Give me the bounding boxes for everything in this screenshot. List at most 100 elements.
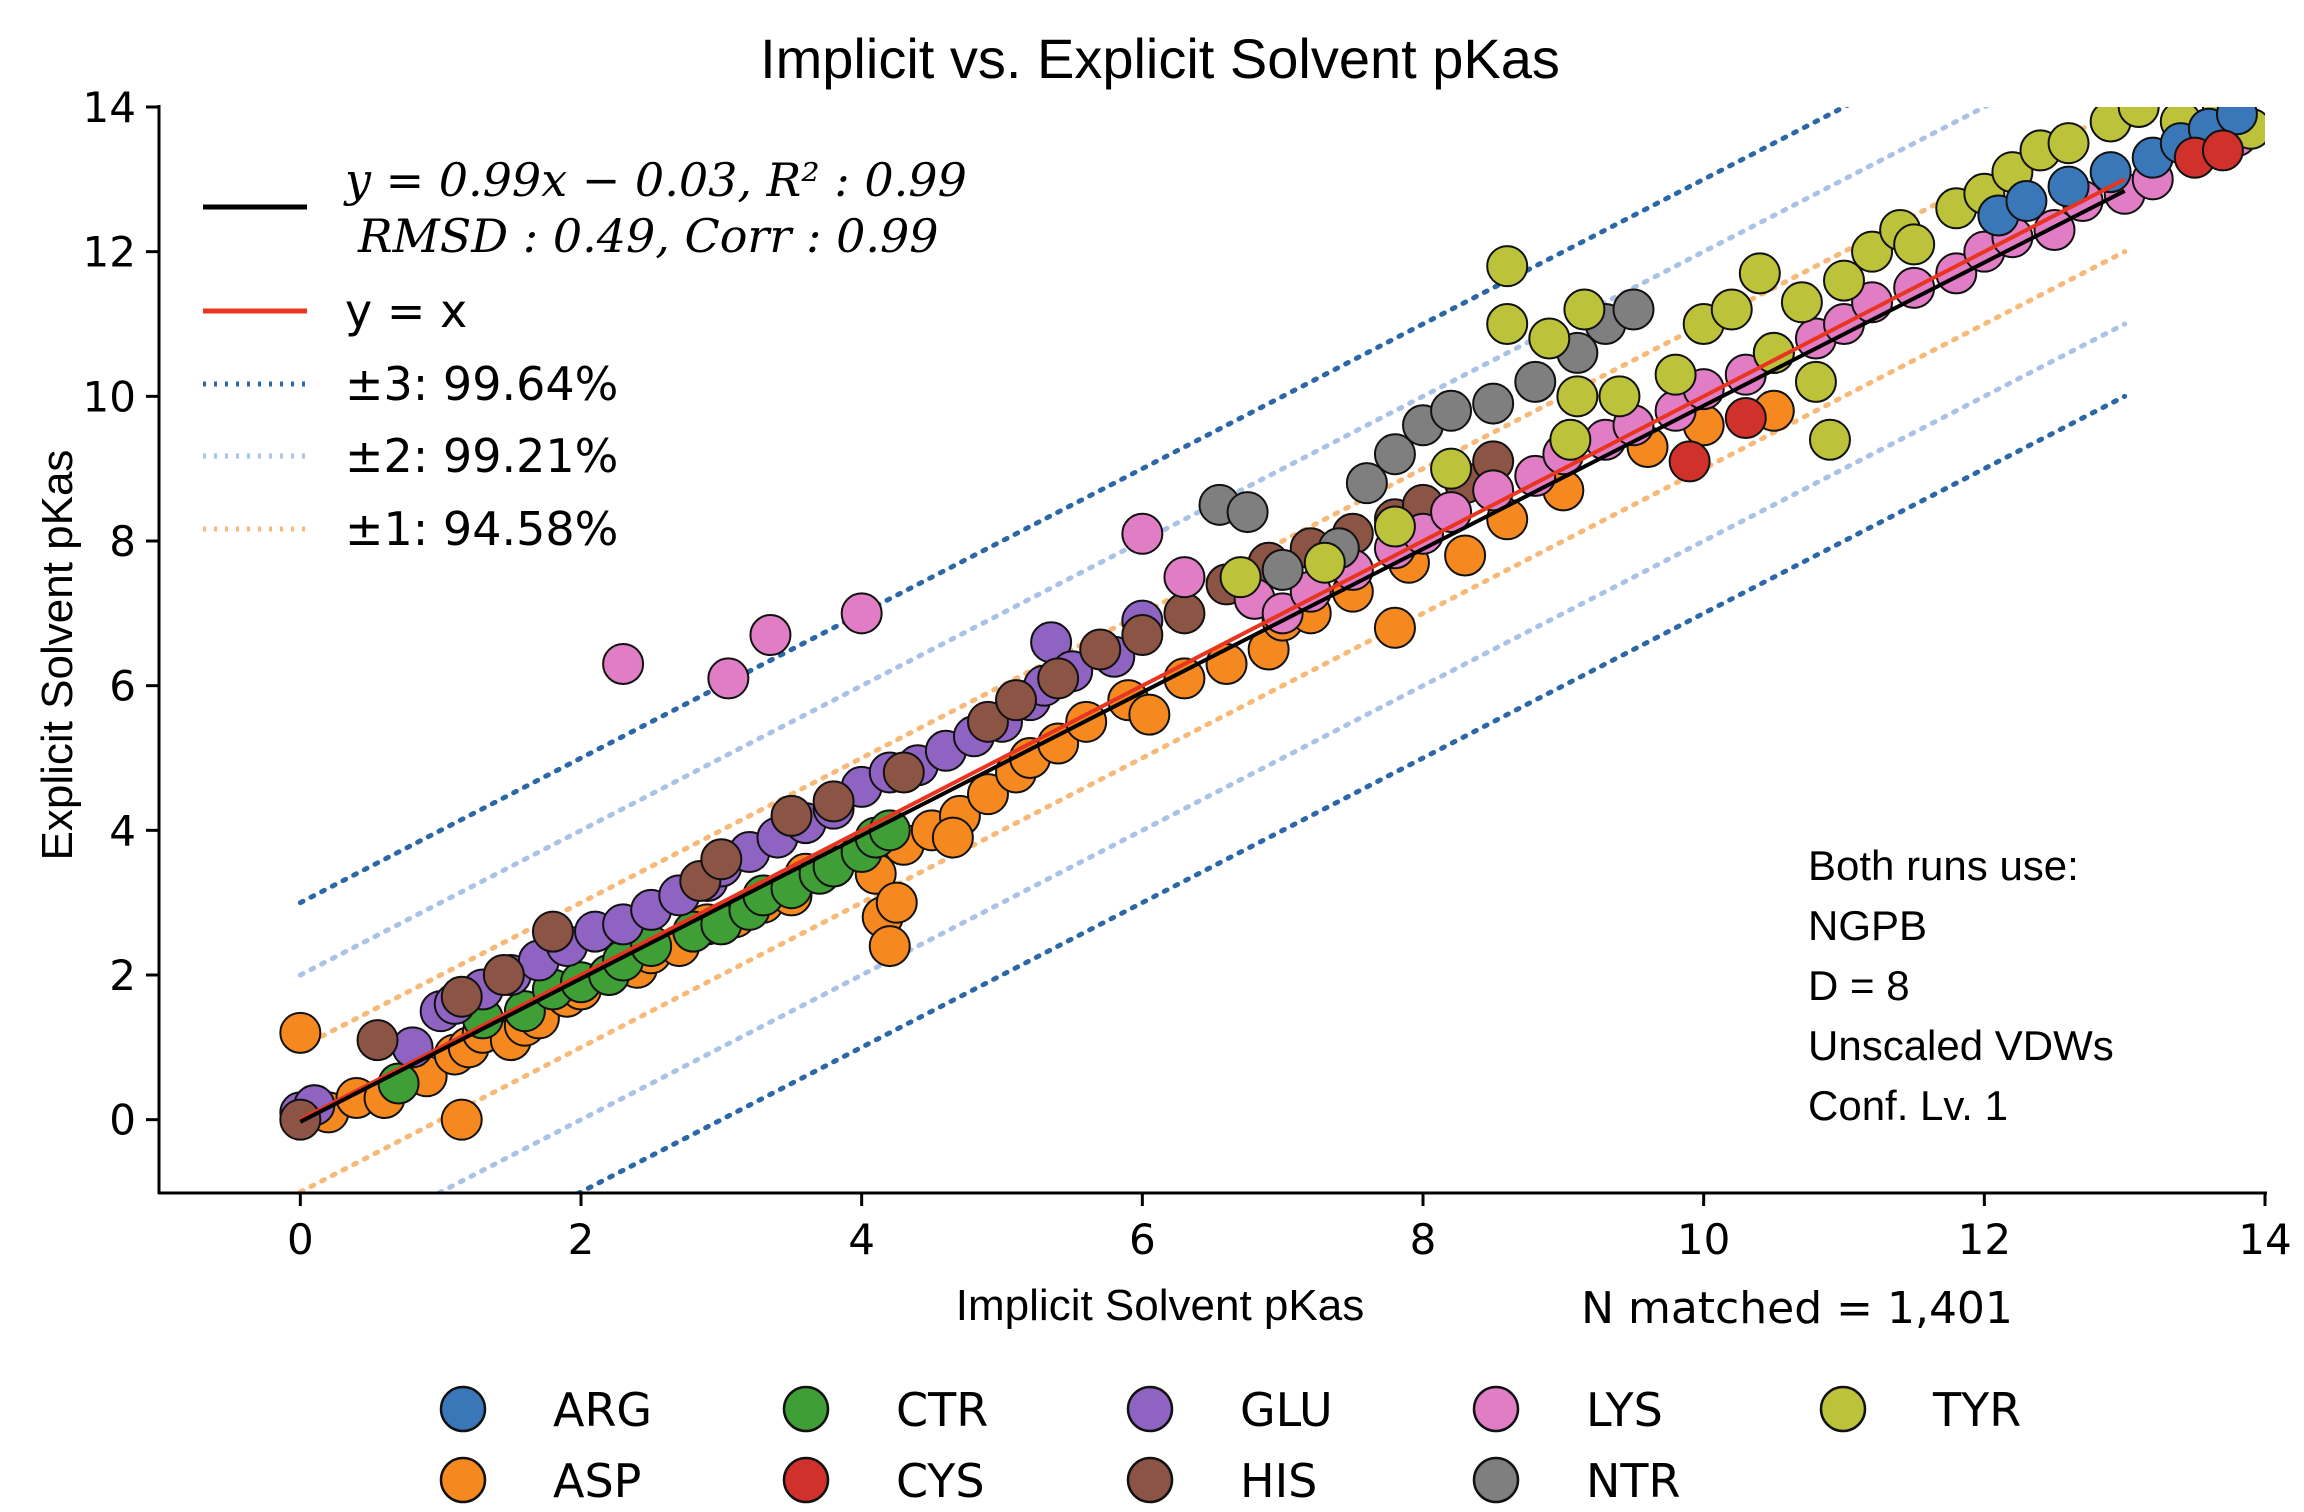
- point-lys: [1851, 281, 1894, 324]
- point-lys: [1121, 512, 1164, 555]
- legend-marker-tyr: [1819, 1385, 1867, 1433]
- legend-item-his: HIS: [1126, 1454, 1317, 1508]
- point-tyr: [1851, 230, 1894, 273]
- fit-line: [299, 189, 2126, 1124]
- legend-label-tyr: TYR: [1932, 1383, 2021, 1437]
- point-tyr: [1808, 418, 1851, 461]
- point-arg: [2005, 180, 2048, 223]
- point-asp: [931, 816, 974, 859]
- legend-label-asp: ASP: [553, 1454, 641, 1508]
- legend-label-glu: GLU: [1240, 1383, 1333, 1437]
- point-ntr: [1373, 433, 1416, 476]
- y-tick-label: 2: [109, 951, 136, 1000]
- point-asp: [440, 1098, 483, 1141]
- point-tyr: [1556, 375, 1599, 418]
- point-his: [700, 838, 743, 881]
- y-tick-label: 0: [109, 1096, 136, 1145]
- legend-label-ctr: CTR: [896, 1383, 988, 1437]
- point-tyr: [1486, 245, 1529, 288]
- legend-band3-label: ±3: 99.64%: [345, 357, 618, 411]
- point-arg: [2215, 107, 2258, 136]
- legend-fit-equation: y = 0.99x − 0.03, R² : 0.99: [343, 153, 967, 207]
- point-cys: [1724, 397, 1767, 440]
- chart-title: Implicit vs. Explicit Solvent pKas: [760, 27, 1560, 90]
- legend-label-his: HIS: [1240, 1454, 1317, 1508]
- point-lys: [602, 642, 645, 685]
- legend-marker-his: [1126, 1456, 1174, 1504]
- legend-marker-ntr: [1472, 1456, 1520, 1504]
- point-his: [356, 1019, 399, 1062]
- point-lys: [749, 614, 792, 657]
- point-lys: [707, 657, 750, 700]
- point-asp: [279, 1011, 322, 1054]
- legend-label-lys: LYS: [1586, 1383, 1663, 1437]
- y-tick-label: 4: [109, 806, 136, 855]
- run-settings-note: Both runs use: NGPB D = 8 Unscaled VDWs …: [1808, 842, 2114, 1129]
- x-tick-label: 8: [1410, 1215, 1437, 1264]
- x-tick-label: 10: [1677, 1215, 1730, 1264]
- point-tyr: [1549, 418, 1592, 461]
- note-line-5: Conf. Lv. 1: [1808, 1082, 2008, 1129]
- y-tick-label: 8: [109, 517, 136, 566]
- point-tyr: [1710, 288, 1753, 331]
- legend-label-cys: CYS: [896, 1454, 985, 1508]
- legend-item-glu: GLU: [1126, 1383, 1333, 1437]
- legend-marker-ctr: [782, 1385, 830, 1433]
- point-tyr: [1654, 353, 1697, 396]
- x-axis-label: Implicit Solvent pKas: [956, 1281, 1364, 1330]
- point-asp: [1373, 606, 1416, 649]
- legend-item-arg: ARG: [439, 1383, 652, 1437]
- point-ntr: [1345, 462, 1388, 505]
- y-tick-label: 6: [109, 662, 136, 711]
- legend-item-ntr: NTR: [1472, 1454, 1680, 1508]
- x-tick-label: 0: [287, 1215, 314, 1264]
- point-his: [1163, 592, 1206, 635]
- legend-band2-label: ±2: 99.21%: [345, 429, 618, 483]
- point-tyr: [2117, 107, 2160, 128]
- point-his: [812, 780, 855, 823]
- legend-item-tyr: TYR: [1819, 1383, 2021, 1437]
- point-ntr: [1612, 288, 1655, 331]
- point-tyr: [1219, 556, 1262, 599]
- residue-legend: ARG ASP CTR CYS GLU HIS LYS NTR TYR: [439, 1383, 2021, 1508]
- x-tick-label: 2: [568, 1215, 595, 1264]
- note-line-1: Both runs use:: [1808, 842, 2079, 889]
- point-asp: [875, 881, 918, 924]
- point-tyr: [1563, 288, 1606, 331]
- point-lys: [1163, 556, 1206, 599]
- point-tyr: [1528, 317, 1571, 360]
- y-axis-label: Explicit Solvent pKas: [33, 450, 82, 861]
- point-tyr: [2047, 122, 2090, 165]
- y-tick-label: 12: [83, 228, 136, 277]
- legend-item-lys: LYS: [1472, 1383, 1663, 1437]
- legend-marker-glu: [1126, 1385, 1174, 1433]
- point-tyr: [1303, 541, 1346, 584]
- legend-marker-lys: [1472, 1385, 1520, 1433]
- legend-marker-cys: [782, 1456, 830, 1504]
- note-line-3: D = 8: [1808, 962, 1910, 1009]
- legend-band1-label: ±1: 94.58%: [345, 502, 618, 556]
- legend-marker-arg: [439, 1385, 487, 1433]
- legend-label-ntr: NTR: [1586, 1454, 1680, 1508]
- point-his: [531, 910, 574, 953]
- point-ntr: [1430, 389, 1473, 432]
- point-tyr: [1780, 281, 1823, 324]
- note-line-2: NGPB: [1808, 902, 1927, 949]
- point-tyr: [1486, 303, 1529, 345]
- legend-identity-label: y = x: [345, 284, 467, 338]
- point-asp: [868, 925, 911, 968]
- point-tyr: [1598, 375, 1641, 418]
- point-ntr: [1261, 548, 1304, 591]
- point-cys: [1668, 440, 1711, 483]
- point-his: [995, 679, 1038, 722]
- fit-lines: [299, 177, 2126, 1124]
- point-his: [770, 794, 813, 837]
- n-matched-label: N matched = 1,401: [1581, 1283, 2013, 1334]
- point-his: [882, 751, 925, 794]
- x-tick-label: 12: [1958, 1215, 2011, 1264]
- point-tyr: [1794, 360, 1837, 403]
- point-his: [440, 975, 483, 1018]
- point-tyr: [1893, 223, 1936, 266]
- legend-label-arg: ARG: [553, 1383, 652, 1437]
